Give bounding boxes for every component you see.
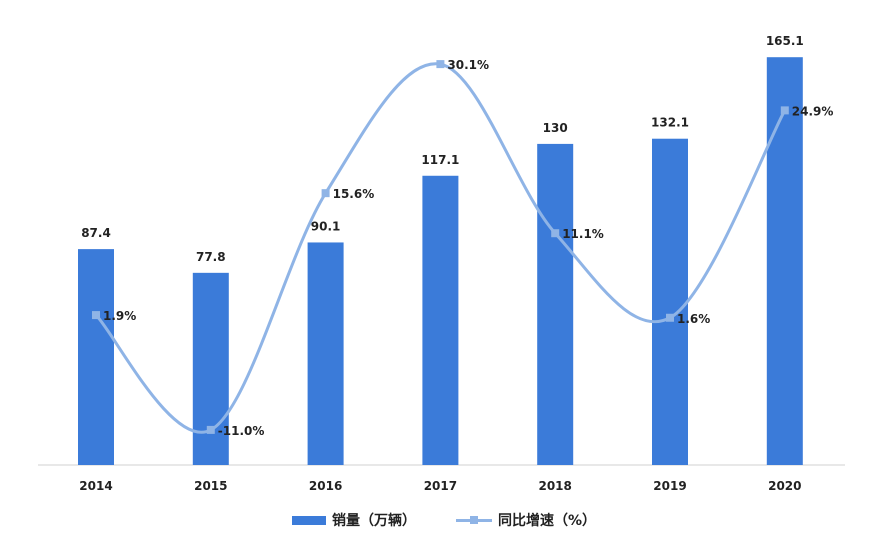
bar-label-2015: 77.8 (196, 250, 226, 264)
legend-line-swatch (455, 515, 492, 525)
growth-marker-2014 (92, 311, 100, 320)
bar-2014 (78, 249, 114, 465)
growth-marker-2017 (436, 60, 445, 69)
bar-2018 (537, 143, 574, 465)
x-tick-2015: 2015 (194, 479, 227, 493)
bar-label-2014: 87.4 (81, 226, 111, 240)
growth-label-2018: 11.1% (562, 227, 604, 241)
growth-label-2016: 15.6% (333, 187, 375, 201)
growth-label-2020: 24.9% (792, 104, 834, 118)
growth-label-2017: 30.1% (447, 58, 489, 72)
legend: 销量（万辆） 同比增速（%） (0, 510, 888, 530)
bar-2020 (766, 57, 803, 465)
bar-label-2018: 130 (543, 121, 568, 135)
x-tick-2017: 2017 (424, 479, 457, 493)
legend-item-sales[interactable]: 销量（万辆） (291, 510, 416, 530)
growth-label-2015: -11.0% (218, 424, 265, 438)
bar-label-2017: 117.1 (421, 153, 459, 167)
x-tick-2018: 2018 (538, 479, 571, 493)
x-tick-2019: 2019 (653, 479, 686, 493)
legend-label-sales: 销量（万辆） (331, 513, 416, 529)
growth-marker-2016 (321, 189, 330, 198)
growth-label-2019: 1.6% (677, 312, 710, 326)
growth-marker-2018 (551, 229, 560, 238)
growth-label-2014: 1.9% (103, 309, 136, 323)
legend-item-growth[interactable]: 同比增速（%） (455, 510, 597, 530)
bar-2017 (422, 175, 459, 465)
legend-bar-swatch (291, 515, 326, 525)
growth-marker-2019 (666, 313, 674, 322)
bar-label-2019: 132.1 (651, 116, 689, 130)
bar-2019 (652, 138, 688, 465)
x-tick-2020: 2020 (768, 479, 801, 493)
growth-marker-2020 (780, 106, 789, 115)
x-tick-2016: 2016 (309, 479, 342, 493)
bar-label-2020: 165.1 (766, 34, 804, 48)
legend-label-growth: 同比增速（%） (497, 513, 597, 529)
bar-label-2016: 90.1 (311, 219, 341, 233)
x-tick-2014: 2014 (79, 479, 112, 493)
growth-marker-2015 (206, 425, 215, 434)
bar-2016 (307, 242, 344, 465)
